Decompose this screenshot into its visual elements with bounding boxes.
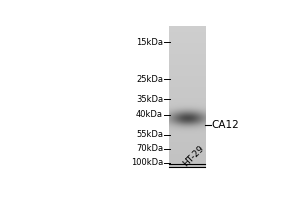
Text: 35kDa: 35kDa <box>136 95 163 104</box>
Text: HT-29: HT-29 <box>181 143 206 168</box>
Text: 15kDa: 15kDa <box>136 38 163 47</box>
Text: 40kDa: 40kDa <box>136 110 163 119</box>
Text: 70kDa: 70kDa <box>136 144 163 153</box>
Text: 55kDa: 55kDa <box>136 130 163 139</box>
Text: CA12: CA12 <box>212 120 240 130</box>
Text: 100kDa: 100kDa <box>131 158 163 167</box>
Text: 25kDa: 25kDa <box>136 75 163 84</box>
